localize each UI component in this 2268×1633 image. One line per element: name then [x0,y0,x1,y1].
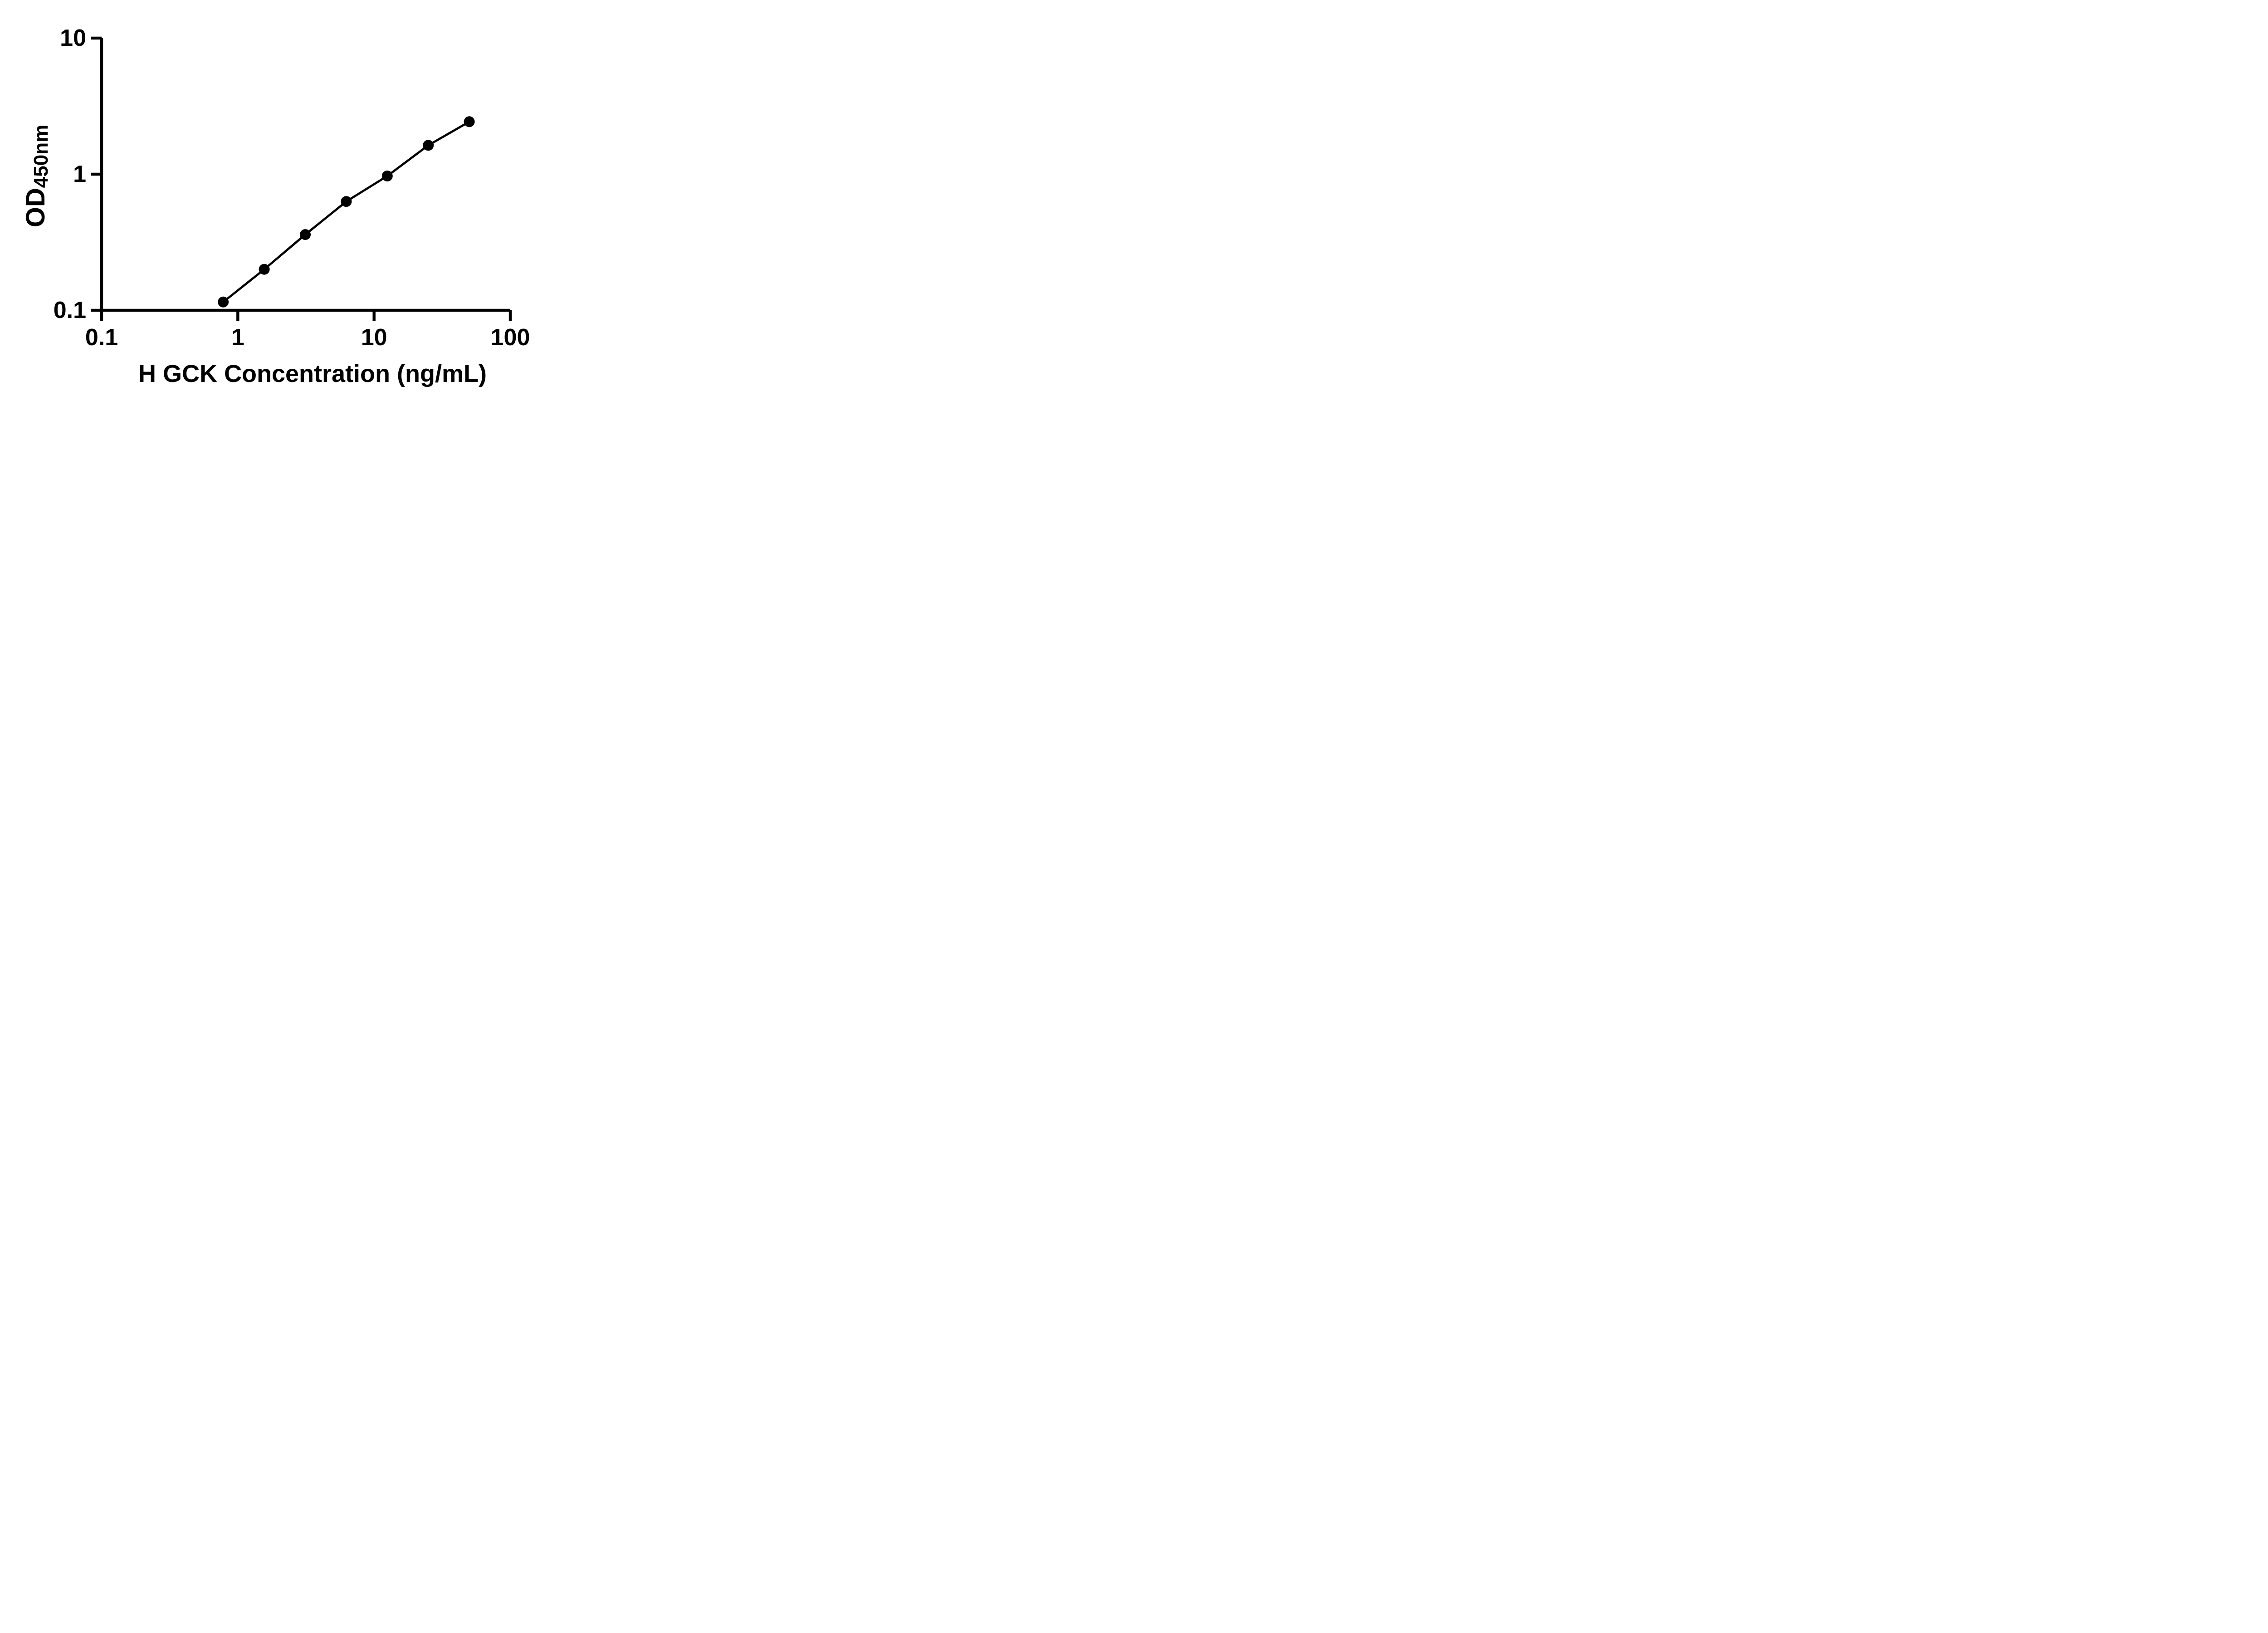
data-point-marker [259,264,270,275]
y-axis-tick-label: 10 [60,25,86,51]
y-axis-title: OD450nm [21,125,52,227]
data-point-marker [423,140,434,151]
standard-curve-chart: H GCK Concentration (ng/mL) OD450nm 1010… [21,25,530,387]
x-axis-tick-label: 1 [231,324,244,351]
y-axis-title-main: OD [21,188,50,227]
data-point-marker [218,296,229,308]
y-axis-title-subscript: 450nm [30,125,52,188]
data-point-marker [300,229,311,240]
elisa-standard-curve-figure: H GCK Concentration (ng/mL) OD450nm 10 1 0… [0,0,572,408]
x-axis-tick-label: 100 [491,324,530,351]
data-point-marker [341,196,352,207]
y-axis-tick-label: 1 [73,161,86,187]
x-axis-tick-label: 0.1 [85,324,118,351]
axes-frame [100,38,510,312]
x-axis-title: H GCK Concentration (ng/mL) [138,360,487,387]
data-point-marker [381,171,393,181]
x-axis-tick-label: 10 [361,324,387,351]
data-point-marker [464,116,475,127]
y-axis-tick-label: 0.1 [54,297,86,323]
